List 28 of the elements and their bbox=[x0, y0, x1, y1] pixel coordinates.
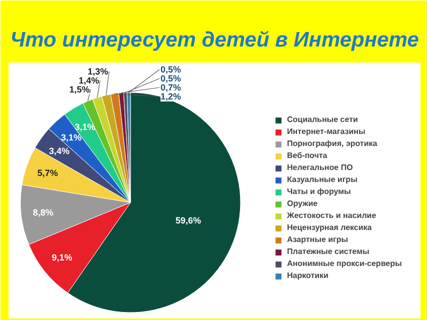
legend-label: Жестокость и насилие bbox=[287, 211, 376, 220]
data-label: 0,5% bbox=[160, 74, 182, 84]
legend-label: Порнография, эротика bbox=[287, 139, 378, 148]
data-label: 0,5% bbox=[160, 64, 182, 74]
legend-label: Анонимные прокси-серверы bbox=[287, 259, 402, 268]
data-label: 0,7% bbox=[160, 82, 182, 92]
data-label: 1,2% bbox=[160, 92, 182, 102]
data-label: 5,7% bbox=[37, 168, 58, 178]
data-label: 1,3% bbox=[88, 66, 108, 76]
data-label: 3,1% bbox=[60, 132, 82, 142]
legend-label: Интернет-магазины bbox=[287, 127, 366, 136]
legend-label: Чаты и форумы bbox=[287, 187, 351, 196]
legend-label: Наркотики bbox=[287, 271, 328, 280]
legend-label: Нецензурная лексика bbox=[287, 223, 372, 232]
data-label: 3,4% bbox=[49, 146, 70, 156]
legend-label: Нелегальное ПО bbox=[287, 163, 353, 172]
legend-label: Платежные системы bbox=[287, 247, 370, 256]
data-label: 8,8% bbox=[32, 208, 54, 218]
data-label: 1,5% bbox=[69, 84, 90, 94]
legend-label: Веб-почта bbox=[287, 151, 328, 160]
legend-label: Оружие bbox=[287, 199, 318, 208]
data-label: 1,4% bbox=[78, 76, 100, 86]
legend-label: Социальные сети bbox=[287, 115, 358, 124]
data-label: 59,6% bbox=[175, 216, 202, 226]
legend-label: Казуальные игры bbox=[287, 175, 358, 184]
data-label: 9,1% bbox=[52, 252, 72, 263]
legend-label: Азартные игры bbox=[287, 235, 348, 244]
chart-title: Что интересует детей в Интернете bbox=[10, 28, 420, 52]
